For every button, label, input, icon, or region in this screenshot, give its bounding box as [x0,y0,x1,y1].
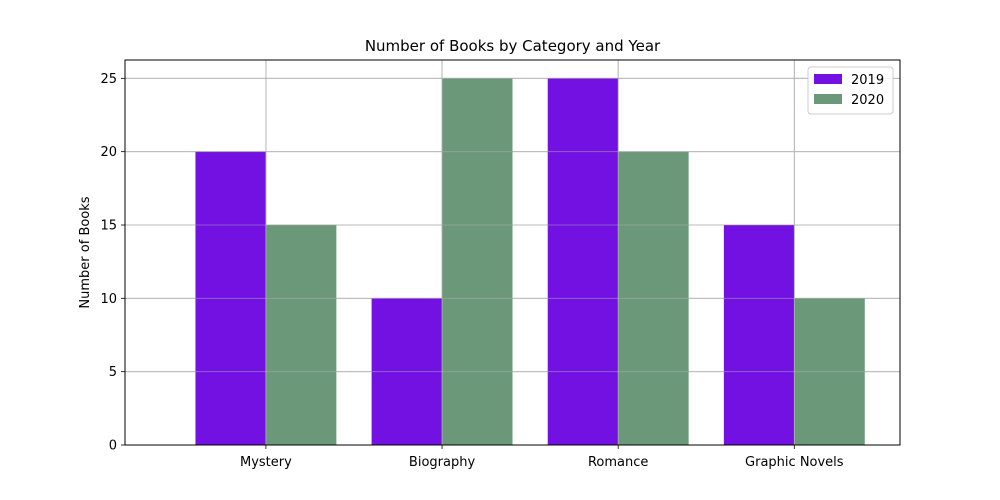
bar-2019-romance [547,78,619,445]
bar-2020-biography [442,78,513,445]
x-tick-label: Mystery [240,455,292,470]
y-tick-label: 25 [100,72,117,87]
y-tick-label: 10 [100,292,117,307]
y-tick-label: 15 [100,219,117,234]
x-axis-ticks: Mystery Biography Romance Graphic Novels [240,445,844,470]
chart-title: Number of Books by Category and Year [365,37,661,55]
legend-swatch-2019 [814,74,842,84]
y-tick-label: 5 [109,365,117,380]
y-axis-label: Number of Books [78,196,93,308]
bars [125,60,900,446]
bar-2019-graphic-novels [723,225,795,445]
y-axis-ticks: 0 5 10 15 20 25 [100,72,125,454]
plot-area-frame [124,59,901,446]
y-tick-label: 0 [109,439,117,454]
legend: 2019 2020 [807,66,894,115]
y-tick-label: 20 [100,145,117,160]
legend-swatch-2020 [814,94,842,104]
x-tick-label: Graphic Novels [745,455,844,470]
legend-label-2020: 2020 [851,93,884,108]
legend-label-2019: 2019 [851,73,884,88]
x-tick-label: Romance [588,455,648,470]
x-tick-label: Biography [409,455,476,470]
bar-2020-mystery [265,225,337,445]
